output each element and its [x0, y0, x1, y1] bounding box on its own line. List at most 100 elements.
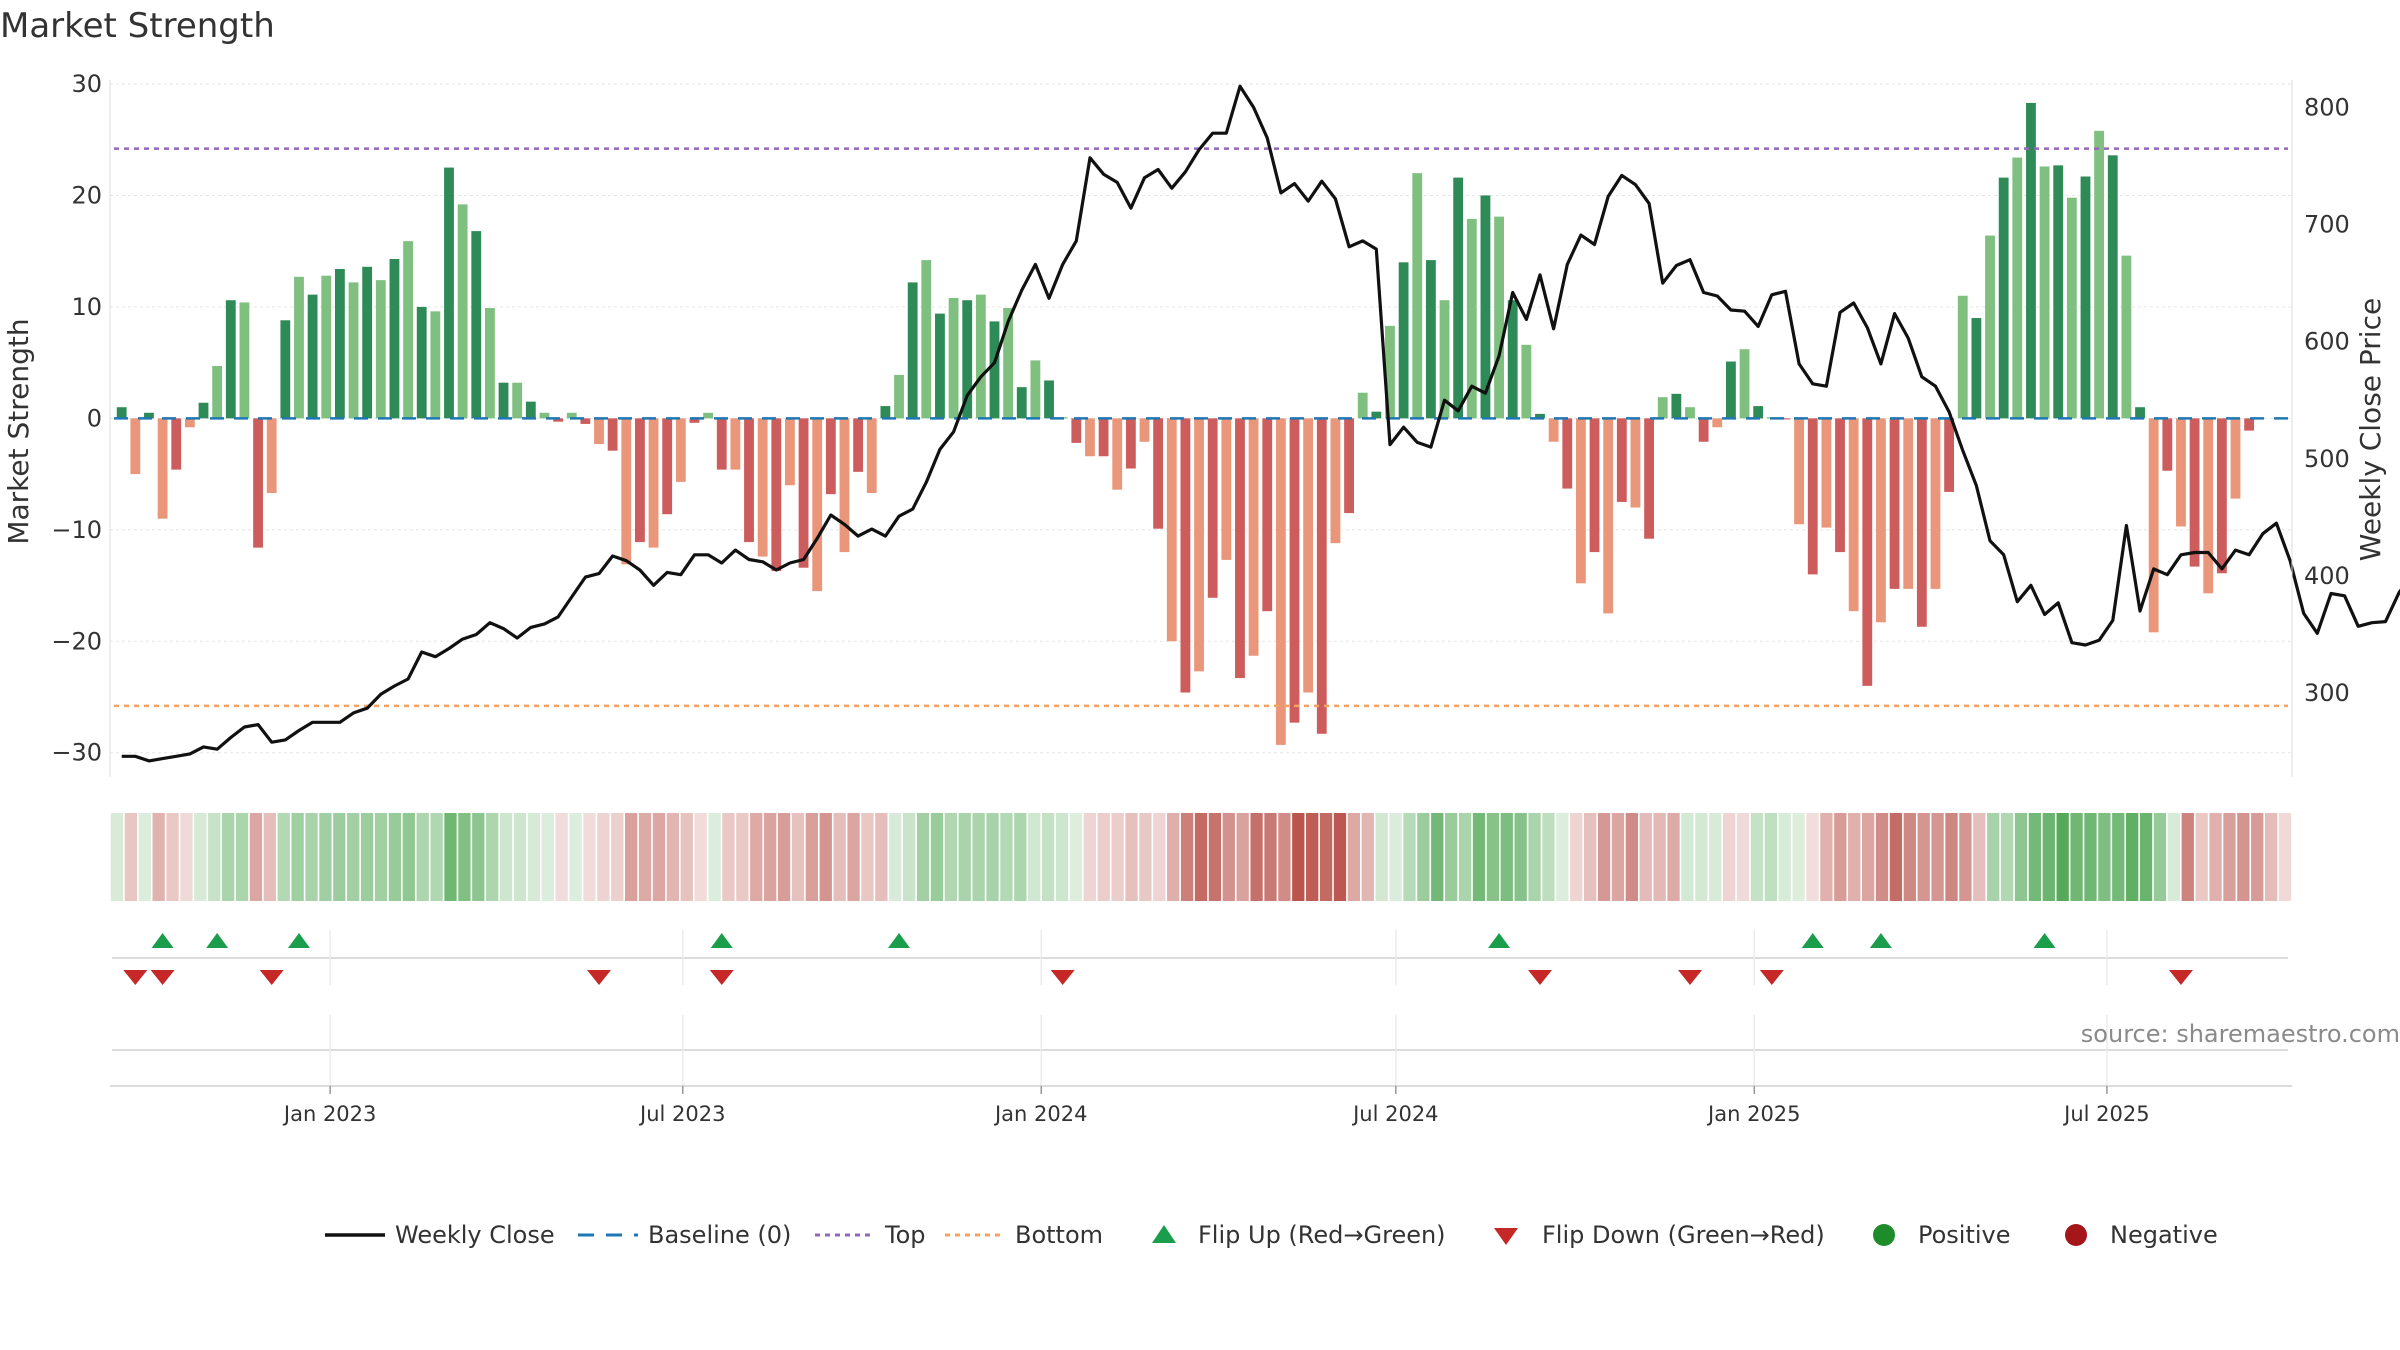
strength-bar	[757, 418, 768, 557]
strength-bar	[294, 276, 304, 419]
strength-bar	[184, 418, 195, 428]
strength-bar	[1071, 418, 1082, 443]
strip-cell	[1180, 813, 1194, 901]
strength-bar	[607, 418, 618, 451]
y2-tick-label: 300	[2304, 679, 2350, 707]
strength-bar	[130, 418, 141, 475]
strip-cell	[1375, 813, 1388, 901]
legend-swatch-flip-down	[1494, 1228, 1518, 1245]
strip-cell	[1278, 813, 1291, 901]
strength-bar	[2148, 418, 2159, 633]
strength-bar	[716, 418, 727, 470]
strength-bar	[198, 402, 209, 419]
strip-cell	[2167, 813, 2181, 901]
strip-cell	[1834, 813, 1847, 901]
strip-cell	[916, 813, 930, 901]
strength-bar	[1753, 406, 1764, 419]
legend-label: Top	[884, 1221, 926, 1249]
strength-bar	[566, 412, 577, 419]
strength-bar	[1016, 387, 1027, 419]
flip-up-marker	[1869, 933, 1892, 948]
strip-cell	[1709, 813, 1722, 901]
strip-cell	[333, 813, 346, 901]
strength-bar	[1575, 418, 1586, 584]
strip-cell	[1987, 813, 2000, 901]
strip-cell	[1041, 813, 1055, 901]
strip-cell	[1333, 813, 1347, 901]
strip-cell	[1125, 813, 1138, 901]
y-tick-label: 30	[71, 70, 102, 98]
strength-bar	[839, 418, 850, 553]
strip-cell	[402, 813, 415, 901]
y-tick-label: 10	[71, 293, 102, 321]
strength-bar	[2203, 418, 2214, 594]
strip-cell	[708, 813, 721, 901]
strip-cell	[1139, 813, 1152, 901]
strength-bar	[2026, 102, 2036, 419]
legend-label: Flip Down (Green→Red)	[1542, 1221, 1825, 1249]
strength-bar	[2039, 166, 2050, 419]
strength-bar	[430, 311, 441, 419]
strength-bar	[1835, 418, 1845, 553]
strip-cell	[2181, 813, 2194, 901]
y2-tick-label: 700	[2304, 211, 2350, 239]
strip-cell	[1597, 813, 1611, 901]
strength-bar	[116, 407, 127, 419]
y-tick-label: −10	[51, 516, 102, 544]
flip-up-marker	[2033, 933, 2056, 948]
strip-cell	[1361, 813, 1374, 901]
flip-down-marker	[1050, 970, 1075, 985]
strength-bar	[2230, 418, 2241, 499]
strength-bar	[1562, 418, 1573, 489]
strength-bar	[1916, 418, 1927, 627]
strip-cell	[1806, 813, 1819, 901]
strength-bar	[1344, 418, 1354, 514]
strength-bar	[1589, 418, 1600, 553]
strength-bar	[1330, 418, 1341, 544]
strength-bar	[812, 418, 823, 592]
x-tick-label: Jul 2025	[2062, 1102, 2149, 1126]
strength-bar	[1726, 361, 1736, 419]
strip-cell	[1403, 813, 1416, 901]
strength-bar	[1903, 418, 1914, 589]
strip-cell	[1097, 813, 1110, 901]
strength-bar	[1425, 260, 1436, 419]
strip-cell	[2000, 813, 2014, 901]
legend-item: Bottom	[945, 1221, 1103, 1249]
strength-bar	[2244, 418, 2255, 431]
strength-bar	[2135, 407, 2145, 419]
strip-cell	[152, 813, 165, 901]
strip-cell	[1556, 813, 1569, 901]
strength-bar	[894, 374, 904, 419]
x-tick-label: Jan 2023	[282, 1102, 377, 1126]
strip-cell	[1000, 813, 1013, 901]
strip-cell	[1222, 813, 1235, 901]
strip-cell	[541, 813, 554, 901]
strip-cell	[416, 813, 429, 901]
strength-bar	[321, 275, 332, 419]
strength-bar	[866, 418, 877, 494]
strength-bar	[1794, 418, 1805, 525]
strip-cell	[1681, 813, 1694, 901]
strength-bar	[1439, 300, 1450, 419]
strip-cell	[388, 813, 402, 901]
strip-cell	[374, 813, 388, 901]
strip-cell	[736, 813, 749, 901]
strip-cell	[291, 813, 304, 901]
strip-cell	[166, 813, 179, 901]
strength-bar	[1207, 418, 1218, 598]
strength-bar	[771, 418, 782, 572]
strength-bar	[2012, 157, 2023, 419]
strength-bar	[2121, 255, 2132, 419]
strength-bar	[539, 412, 550, 419]
strip-cell	[124, 813, 137, 901]
strength-bar	[498, 382, 509, 419]
strip-cell	[1264, 813, 1277, 901]
strip-cell	[1973, 813, 1986, 901]
strip-cell	[1917, 813, 1930, 901]
strip-cell	[360, 813, 374, 901]
strength-bar	[484, 308, 495, 419]
strength-bar	[1453, 177, 1464, 419]
strength-bar	[1657, 397, 1668, 419]
strength-bar	[2107, 155, 2118, 419]
